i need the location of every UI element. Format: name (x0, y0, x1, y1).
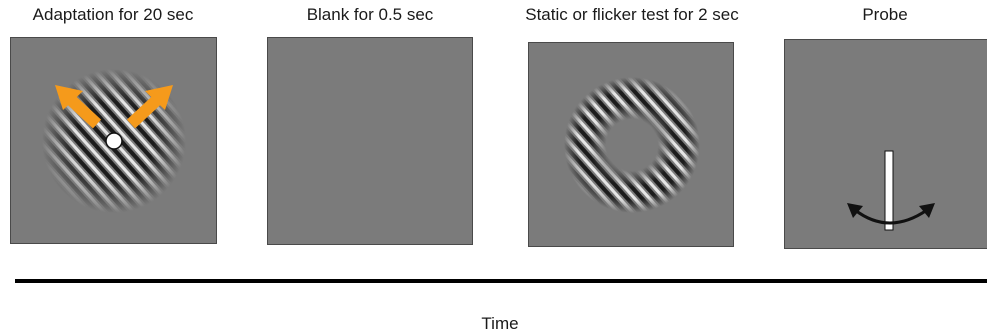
stage-title-probe: Probe (862, 5, 908, 24)
time-axis-label: Time (481, 314, 519, 333)
fixation-dot (105, 132, 123, 150)
test-panel (528, 42, 734, 247)
adaptation-arrow-right-icon (126, 85, 173, 129)
probe-panel (784, 39, 987, 249)
rotation-arrow-icon (847, 203, 935, 225)
stage-title-test: Static or flicker test for 2 sec (525, 5, 739, 24)
timeline-axis (15, 279, 987, 283)
stage-title-blank: Blank for 0.5 sec (306, 5, 434, 24)
test-annulus-grating (564, 77, 700, 213)
stage-title-adaptation: Adaptation for 20 sec (32, 5, 194, 24)
adaptation-panel (10, 37, 217, 244)
probe-bar[interactable] (884, 150, 894, 231)
adaptation-arrow-left-icon (55, 85, 102, 129)
blank-panel (267, 37, 473, 245)
